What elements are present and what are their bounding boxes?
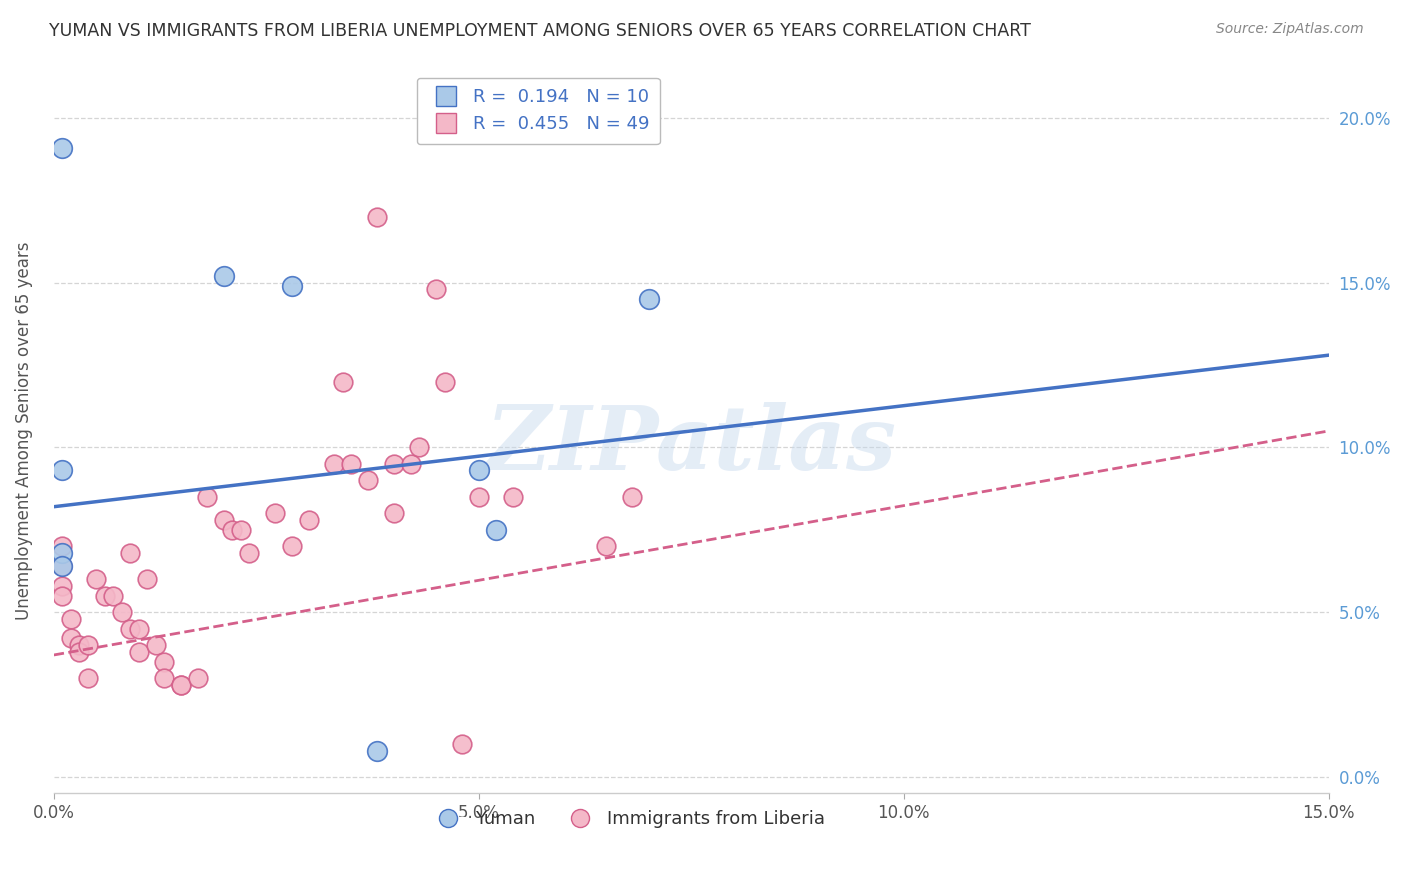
Point	[67, 645, 90, 659]
Point	[128, 645, 150, 659]
Point	[51, 579, 73, 593]
Point	[76, 671, 98, 685]
Point	[170, 678, 193, 692]
Point	[238, 546, 260, 560]
Point	[468, 490, 491, 504]
Point	[51, 589, 73, 603]
Point	[468, 463, 491, 477]
Point	[263, 506, 285, 520]
Point	[212, 513, 235, 527]
Point	[51, 559, 73, 574]
Point	[595, 539, 617, 553]
Text: YUMAN VS IMMIGRANTS FROM LIBERIA UNEMPLOYMENT AMONG SENIORS OVER 65 YEARS CORREL: YUMAN VS IMMIGRANTS FROM LIBERIA UNEMPLO…	[49, 22, 1031, 40]
Point	[620, 490, 643, 504]
Point	[298, 513, 321, 527]
Point	[425, 282, 447, 296]
Point	[382, 506, 405, 520]
Point	[128, 622, 150, 636]
Point	[229, 523, 252, 537]
Point	[357, 474, 380, 488]
Point	[281, 539, 304, 553]
Legend: Yuman, Immigrants from Liberia: Yuman, Immigrants from Liberia	[423, 803, 832, 835]
Y-axis label: Unemployment Among Seniors over 65 years: Unemployment Among Seniors over 65 years	[15, 242, 32, 620]
Point	[366, 743, 388, 757]
Point	[212, 269, 235, 284]
Point	[145, 638, 167, 652]
Point	[120, 622, 142, 636]
Point	[170, 678, 193, 692]
Text: ZIPatlas: ZIPatlas	[486, 402, 897, 489]
Point	[59, 612, 82, 626]
Point	[399, 457, 422, 471]
Point	[281, 279, 304, 293]
Point	[67, 638, 90, 652]
Point	[153, 655, 176, 669]
Point	[485, 523, 508, 537]
Point	[408, 441, 430, 455]
Point	[94, 589, 117, 603]
Point	[502, 490, 524, 504]
Point	[120, 546, 142, 560]
Point	[51, 546, 73, 560]
Point	[332, 375, 354, 389]
Point	[637, 292, 659, 306]
Point	[103, 589, 125, 603]
Point	[195, 490, 218, 504]
Point	[86, 572, 108, 586]
Point	[433, 375, 456, 389]
Point	[51, 463, 73, 477]
Text: Source: ZipAtlas.com: Source: ZipAtlas.com	[1216, 22, 1364, 37]
Point	[221, 523, 243, 537]
Point	[366, 210, 388, 224]
Point	[59, 632, 82, 646]
Point	[51, 539, 73, 553]
Point	[76, 638, 98, 652]
Point	[323, 457, 346, 471]
Point	[382, 457, 405, 471]
Point	[450, 737, 472, 751]
Point	[153, 671, 176, 685]
Point	[136, 572, 159, 586]
Point	[187, 671, 209, 685]
Point	[340, 457, 363, 471]
Point	[51, 559, 73, 574]
Point	[111, 605, 134, 619]
Point	[51, 140, 73, 154]
